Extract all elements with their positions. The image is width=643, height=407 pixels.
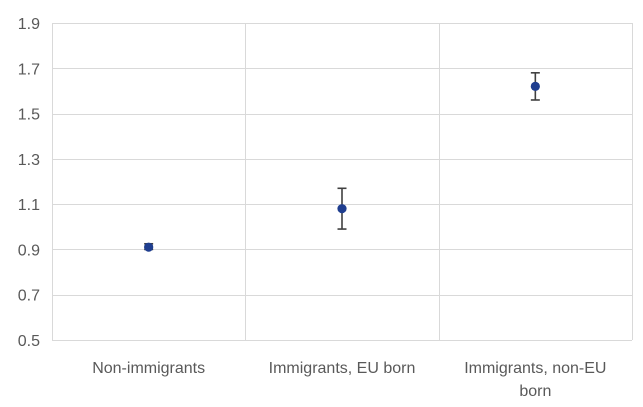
data-point [337,204,347,214]
y-tick-label: 1.3 [18,152,40,169]
y-tick-label: 1.5 [18,107,40,124]
y-tick-label: 1.7 [18,61,40,78]
x-category-label: Immigrants, non-EU [464,360,606,377]
y-tick-label: 0.5 [18,333,40,350]
error-bars [144,72,540,251]
x-axis-category-labels: Non-immigrants Immigrants, EU born Immigra… [92,360,606,400]
y-axis-tick-labels: 0.5 0.7 0.9 1.1 1.3 1.5 1.7 1.9 [18,16,40,350]
x-category-label: born [519,383,551,400]
grid-layer [52,23,633,341]
y-tick-label: 1.1 [18,197,40,214]
data-points [144,81,540,252]
y-tick-label: 0.7 [18,288,40,305]
y-tick-label: 1.9 [18,16,40,33]
data-point [530,81,540,91]
data-point [144,242,154,252]
x-category-label: Non-immigrants [92,360,205,377]
y-tick-label: 0.9 [18,242,40,259]
x-category-label: Immigrants, EU born [269,360,416,377]
